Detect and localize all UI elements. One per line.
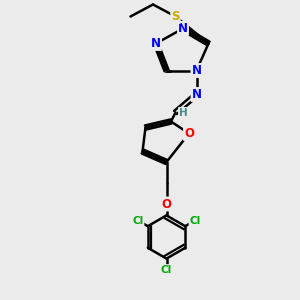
Text: O: O [161,197,172,211]
Text: Cl: Cl [132,215,143,226]
Text: S: S [171,10,180,23]
Text: Cl: Cl [161,265,172,275]
Text: H: H [178,107,188,118]
Text: N: N [151,37,161,50]
Text: N: N [178,22,188,35]
Text: N: N [191,64,202,77]
Text: Cl: Cl [190,215,201,226]
Text: O: O [184,127,194,140]
Text: N: N [191,88,202,101]
Text: =: = [164,67,173,77]
